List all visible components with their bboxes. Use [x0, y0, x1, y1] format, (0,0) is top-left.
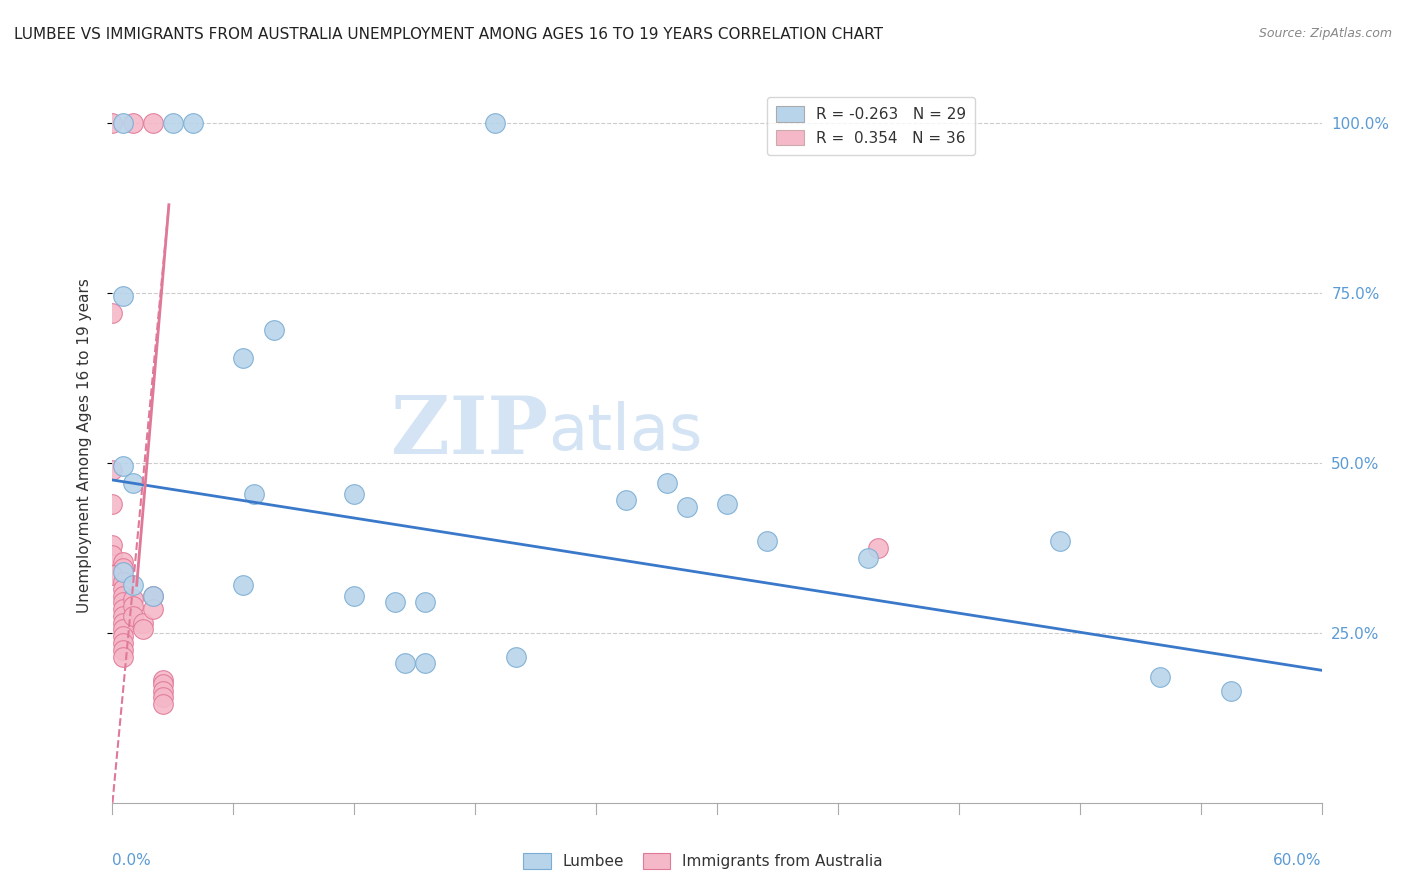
Point	[232, 578, 254, 592]
Text: 60.0%: 60.0%	[1274, 853, 1322, 868]
Legend: R = -0.263   N = 29, R =  0.354   N = 36: R = -0.263 N = 29, R = 0.354 N = 36	[768, 97, 976, 155]
Point	[111, 615, 134, 630]
Point	[101, 548, 124, 562]
Text: LUMBEE VS IMMIGRANTS FROM AUSTRALIA UNEMPLOYMENT AMONG AGES 16 TO 19 YEARS CORRE: LUMBEE VS IMMIGRANTS FROM AUSTRALIA UNEM…	[14, 27, 883, 42]
Point	[101, 306, 124, 320]
Point	[181, 116, 204, 130]
Point	[1049, 534, 1071, 549]
Point	[101, 537, 124, 551]
Point	[242, 486, 264, 500]
Point	[152, 690, 174, 705]
Point	[263, 323, 285, 337]
Point	[484, 116, 506, 130]
Point	[614, 493, 637, 508]
Point	[152, 673, 174, 688]
Point	[111, 649, 134, 664]
Point	[111, 555, 134, 569]
Text: atlas: atlas	[548, 401, 702, 463]
Point	[716, 497, 738, 511]
Point	[101, 463, 124, 477]
Point	[121, 599, 143, 613]
Point	[132, 615, 155, 630]
Point	[111, 595, 134, 609]
Point	[111, 636, 134, 650]
Point	[162, 116, 184, 130]
Point	[152, 698, 174, 712]
Point	[152, 677, 174, 691]
Point	[111, 561, 134, 575]
Point	[142, 602, 165, 616]
Point	[152, 683, 174, 698]
Point	[142, 589, 165, 603]
Point	[111, 629, 134, 643]
Point	[232, 351, 254, 365]
Point	[101, 116, 124, 130]
Point	[111, 459, 134, 474]
Point	[121, 116, 143, 130]
Legend: Lumbee, Immigrants from Australia: Lumbee, Immigrants from Australia	[517, 847, 889, 875]
Point	[121, 578, 143, 592]
Y-axis label: Unemployment Among Ages 16 to 19 years: Unemployment Among Ages 16 to 19 years	[77, 278, 91, 614]
Point	[111, 643, 134, 657]
Point	[132, 623, 155, 637]
Point	[394, 657, 416, 671]
Point	[413, 595, 436, 609]
Point	[413, 657, 436, 671]
Point	[111, 574, 134, 589]
Point	[111, 602, 134, 616]
Point	[343, 486, 366, 500]
Point	[121, 591, 143, 606]
Point	[505, 649, 527, 664]
Point	[111, 608, 134, 623]
Text: Source: ZipAtlas.com: Source: ZipAtlas.com	[1258, 27, 1392, 40]
Point	[868, 541, 890, 555]
Point	[1149, 670, 1171, 684]
Point	[111, 289, 134, 303]
Text: ZIP: ZIP	[391, 392, 548, 471]
Point	[111, 116, 134, 130]
Point	[756, 534, 779, 549]
Point	[121, 476, 143, 491]
Point	[1220, 683, 1243, 698]
Point	[142, 116, 165, 130]
Point	[111, 589, 134, 603]
Point	[384, 595, 406, 609]
Point	[142, 589, 165, 603]
Point	[343, 589, 366, 603]
Point	[655, 476, 678, 491]
Point	[111, 623, 134, 637]
Point	[101, 497, 124, 511]
Point	[111, 582, 134, 596]
Text: 0.0%: 0.0%	[112, 853, 152, 868]
Point	[121, 608, 143, 623]
Point	[675, 500, 697, 515]
Point	[101, 568, 124, 582]
Point	[856, 551, 880, 566]
Point	[111, 565, 134, 579]
